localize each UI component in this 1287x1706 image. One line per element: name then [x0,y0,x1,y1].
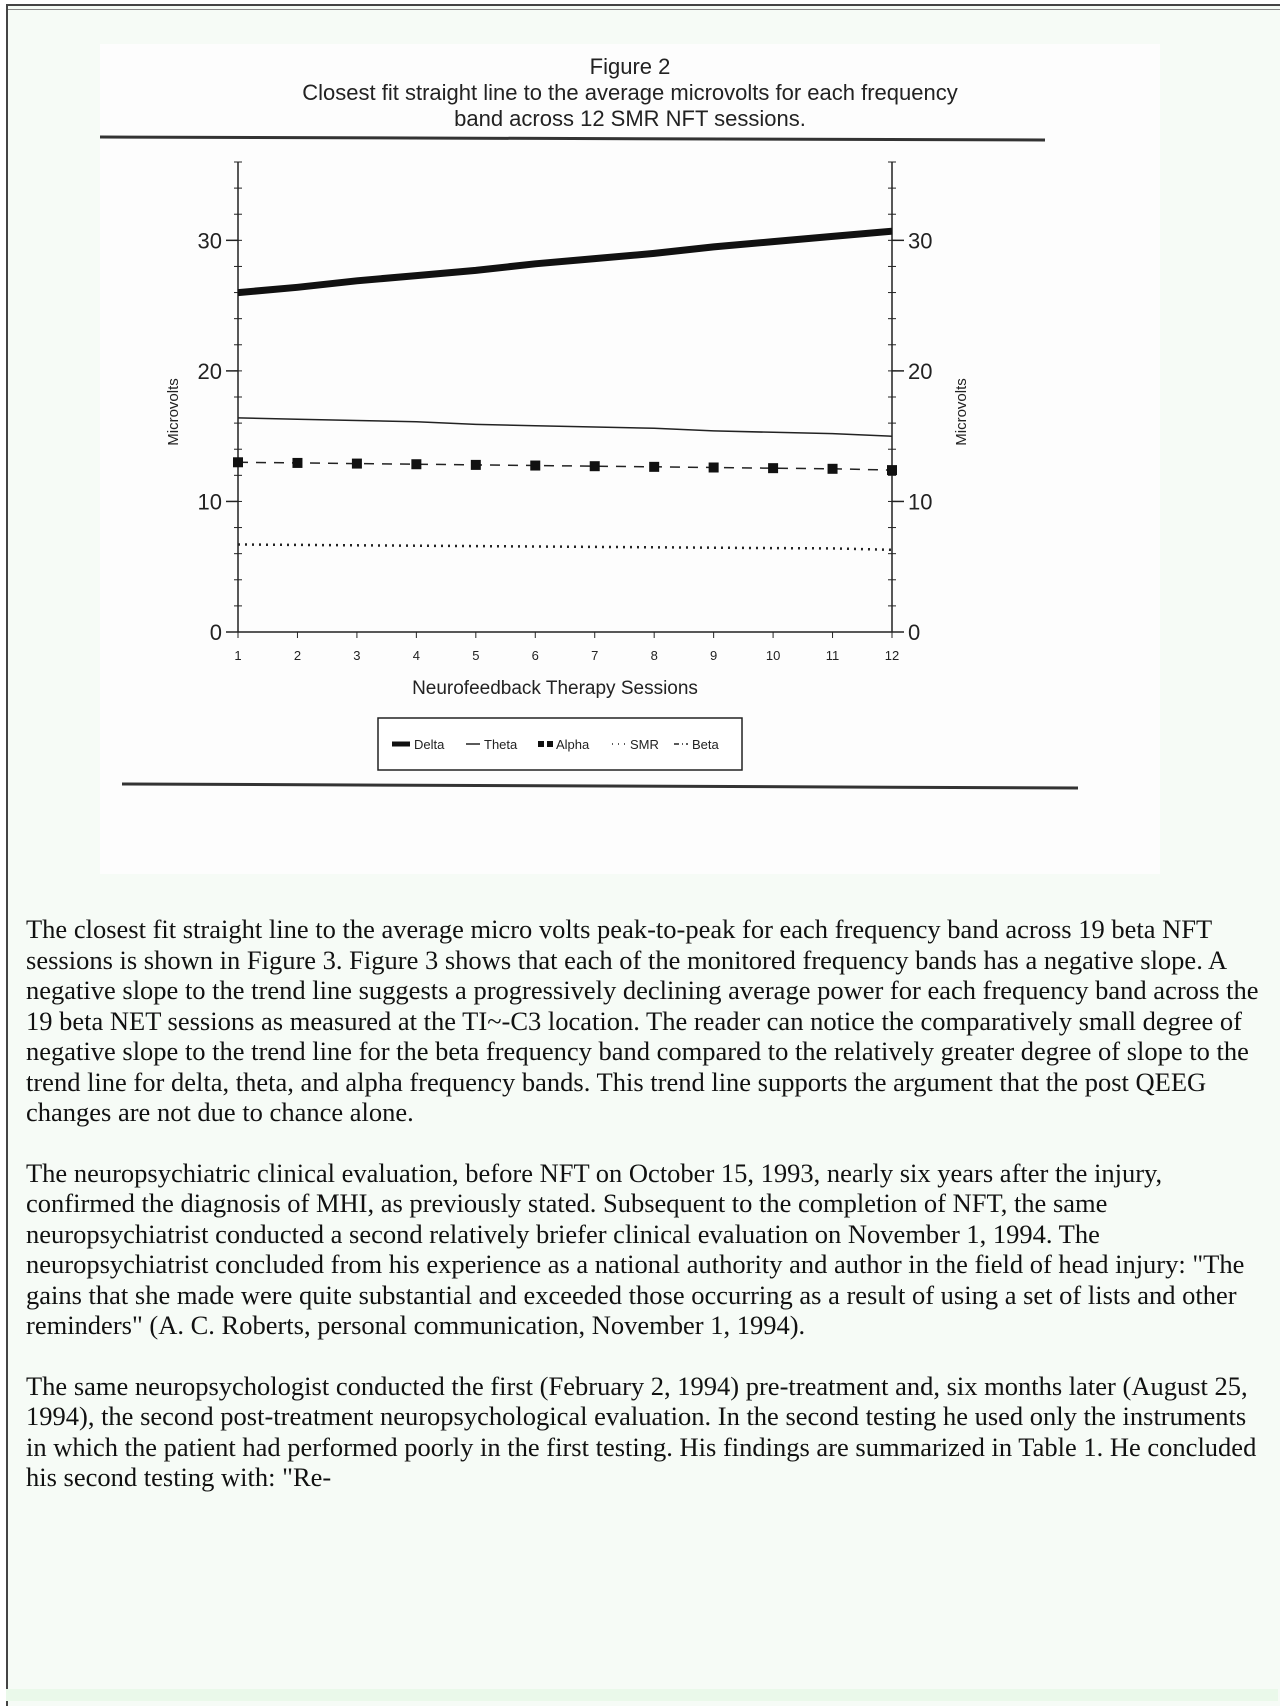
series-alpha-marker [590,461,600,471]
series-alpha-marker [292,458,302,468]
series-alpha-line [238,462,892,470]
y-tick-label-right: 30 [908,228,932,253]
series-smr-line [238,545,892,550]
legend-alpha-label: Alpha [556,737,590,752]
series-delta-line [238,231,892,292]
y-axis-title-right: Microvolts [953,378,970,446]
series-alpha-marker [471,460,481,470]
series-alpha-marker [352,459,362,469]
x-tick-label: 12 [885,648,899,663]
legend-smr-label: SMR [630,737,659,752]
series-alpha-marker [768,463,778,473]
y-axis-title-left: Microvolts [165,378,182,446]
x-tick-label: 6 [532,648,539,663]
y-tick-label-right: 0 [908,620,920,645]
series-alpha-marker [887,465,897,475]
series-theta-line [238,418,892,436]
legend-alpha-swatch [538,741,544,747]
y-tick-label-left: 30 [198,228,222,253]
figure-bottom-rule [122,784,1078,788]
figure-2: Figure 2 Closest fit straight line to th… [100,44,1160,874]
y-tick-label-right: 10 [908,489,932,514]
figure-top-rule [100,137,1045,140]
x-tick-label: 4 [413,648,420,663]
x-tick-label: 11 [826,648,840,663]
series-alpha-marker [828,464,838,474]
legend-delta-label: Delta [414,737,445,752]
y-tick-label-left: 20 [198,359,222,384]
x-tick-label: 8 [651,648,658,663]
x-tick-label: 3 [353,648,360,663]
x-tick-label: 5 [472,648,479,663]
paragraph-2: The neuropsychiatric clinical evaluation… [26,1158,1266,1341]
x-tick-label: 10 [766,648,780,663]
x-tick-label: 1 [234,648,241,663]
paragraph-3: The same neuropsychologist conducted the… [26,1371,1266,1493]
paragraph-1: The closest fit straight line to the ave… [26,914,1266,1128]
x-tick-label: 7 [591,648,598,663]
bottom-edge [6,1689,1278,1701]
legend-theta-label: Theta [484,737,518,752]
y-tick-label-left: 10 [198,489,222,514]
legend-alpha-swatch [547,741,553,747]
series-alpha-marker [233,457,243,467]
y-tick-label-left: 0 [210,620,222,645]
x-tick-label: 9 [710,648,717,663]
legend-beta-label: Beta [692,737,720,752]
series-alpha-marker [709,463,719,473]
series-alpha-marker [411,459,421,469]
series-alpha-marker [649,462,659,472]
article-body: The closest fit straight line to the ave… [26,914,1266,1523]
x-axis-title: Neurofeedback Therapy Sessions [412,678,698,699]
x-tick-label: 2 [294,648,301,663]
series-alpha-marker [530,461,540,471]
y-tick-label-right: 20 [908,359,932,384]
